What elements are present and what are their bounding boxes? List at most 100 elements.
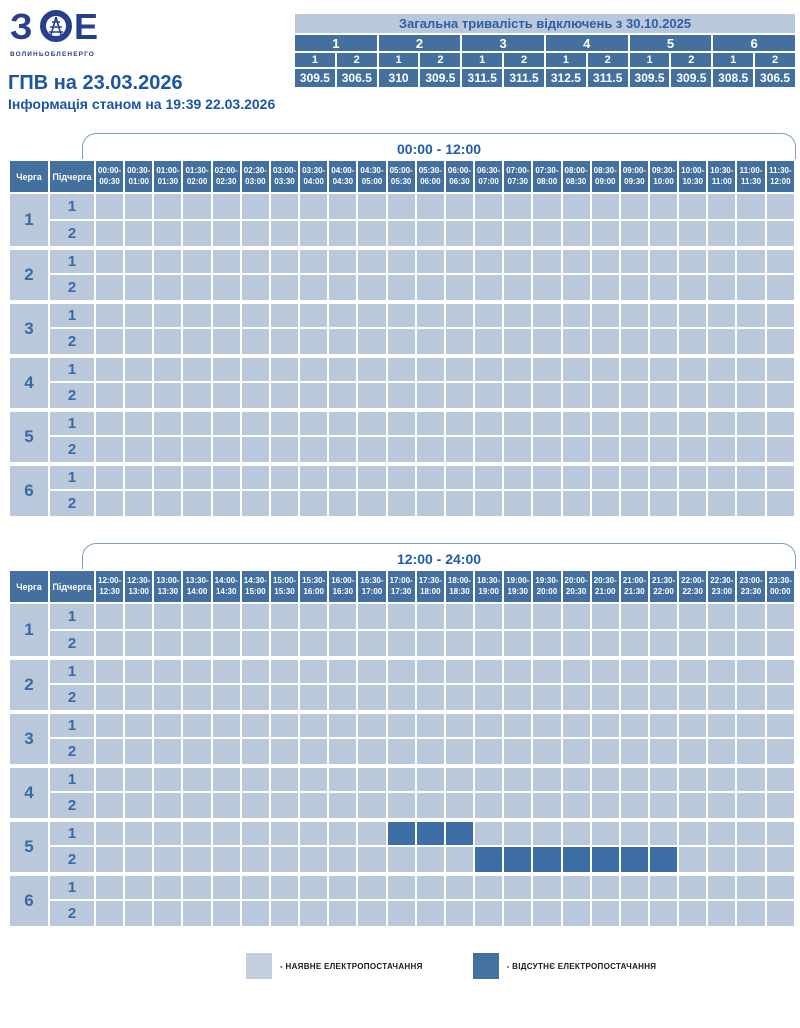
cell-queue2-sub1-11:30-12:00 bbox=[766, 248, 794, 273]
slot-header-16:00-16:30: 16:00- 16:30 bbox=[329, 571, 357, 602]
cell-queue3-sub2-02:00-02:30 bbox=[212, 329, 240, 354]
cell-queue1-sub1-01:30-02:00 bbox=[183, 194, 211, 219]
cell-queue1-sub1-21:00-21:30 bbox=[620, 604, 648, 629]
cell-queue2-sub2-23:30-00:00 bbox=[766, 685, 794, 710]
summary-queue-3: 3 bbox=[462, 35, 544, 51]
cell-queue1-sub1-02:30-03:00 bbox=[241, 194, 269, 219]
summary-queue-1: 1 bbox=[295, 35, 377, 51]
cell-queue2-sub2-14:00-14:30 bbox=[212, 685, 240, 710]
cell-queue6-sub2-16:00-16:30 bbox=[329, 901, 357, 926]
cell-queue5-sub2-15:30-16:00 bbox=[300, 847, 328, 872]
cell-queue6-sub1-01:00-01:30 bbox=[154, 464, 182, 489]
cell-queue5-sub1-08:30-09:00 bbox=[591, 410, 619, 435]
cell-queue5-sub2-04:00-04:30 bbox=[329, 437, 357, 462]
cell-queue4-sub1-20:30-21:00 bbox=[591, 766, 619, 791]
cell-queue5-sub1-20:00-20:30 bbox=[562, 820, 590, 845]
cell-queue4-sub2-09:30-10:00 bbox=[649, 383, 678, 408]
slot-header-02:00-02:30: 02:00- 02:30 bbox=[212, 161, 240, 192]
cell-queue6-sub2-09:30-10:00 bbox=[649, 491, 678, 516]
cell-queue4-sub2-11:00-11:30 bbox=[737, 383, 765, 408]
summary-value-1-2: 306.5 bbox=[336, 69, 377, 87]
cell-queue6-sub1-13:30-14:00 bbox=[183, 874, 211, 899]
cell-queue1-sub1-08:00-08:30 bbox=[562, 194, 590, 219]
summary-subqueue-2-2: 2 bbox=[420, 53, 461, 67]
company-name: ВОЛИНЬОБЛЕНЕРГО bbox=[10, 51, 95, 58]
cell-queue1-sub2-10:00-10:30 bbox=[679, 221, 707, 246]
cell-queue6-sub2-03:00-03:30 bbox=[270, 491, 299, 516]
slot-header-16:30-17:00: 16:30- 17:00 bbox=[358, 571, 386, 602]
cell-queue6-sub2-23:30-00:00 bbox=[766, 901, 794, 926]
cell-queue6-sub1-18:30-19:00 bbox=[475, 874, 503, 899]
cell-queue6-sub1-07:30-08:00 bbox=[533, 464, 561, 489]
cell-queue5-sub1-17:30-18:00 bbox=[416, 820, 444, 845]
cell-queue1-sub2-12:30-13:00 bbox=[125, 631, 153, 656]
cell-queue3-sub1-12:00-12:30 bbox=[96, 712, 124, 737]
cell-queue2-sub1-13:00-13:30 bbox=[154, 658, 182, 683]
cell-queue4-sub2-05:30-06:00 bbox=[416, 383, 444, 408]
cell-queue3-sub2-17:00-17:30 bbox=[387, 739, 415, 764]
cell-queue6-sub2-21:00-21:30 bbox=[620, 901, 648, 926]
slot-header-03:30-04:00: 03:30- 04:00 bbox=[300, 161, 328, 192]
cell-queue4-sub1-03:00-03:30 bbox=[270, 356, 299, 381]
cell-queue5-sub1-09:00-09:30 bbox=[620, 410, 648, 435]
cell-queue2-sub1-06:00-06:30 bbox=[445, 248, 474, 273]
cell-queue4-sub2-09:00-09:30 bbox=[620, 383, 648, 408]
cell-queue2-sub1-03:00-03:30 bbox=[270, 248, 299, 273]
summary-subqueue-2-1: 1 bbox=[378, 53, 419, 67]
cell-queue6-sub2-00:00-00:30 bbox=[96, 491, 124, 516]
cell-queue5-sub1-08:00-08:30 bbox=[562, 410, 590, 435]
cell-queue5-sub2-19:00-19:30 bbox=[504, 847, 532, 872]
period-bracket-pm: 12:00 - 24:00 bbox=[82, 543, 796, 569]
cell-queue5-sub2-01:30-02:00 bbox=[183, 437, 211, 462]
cell-queue2-sub1-12:00-12:30 bbox=[96, 658, 124, 683]
schedule-row-queue1-sub2: 2 bbox=[10, 631, 794, 656]
cell-queue6-sub1-15:00-15:30 bbox=[270, 874, 299, 899]
cell-queue5-sub1-22:30-23:00 bbox=[708, 820, 736, 845]
cell-queue6-sub1-16:00-16:30 bbox=[329, 874, 357, 899]
cell-queue3-sub2-13:30-14:00 bbox=[183, 739, 211, 764]
cell-queue2-sub1-08:00-08:30 bbox=[562, 248, 590, 273]
cell-queue6-sub1-21:30-22:00 bbox=[649, 874, 678, 899]
cell-queue5-sub1-03:00-03:30 bbox=[270, 410, 299, 435]
slot-header-01:00-01:30: 01:00- 01:30 bbox=[154, 161, 182, 192]
cell-queue2-sub2-09:30-10:00 bbox=[649, 275, 678, 300]
slot-header-22:30-23:00: 22:30- 23:00 bbox=[708, 571, 736, 602]
cell-queue6-sub1-18:00-18:30 bbox=[445, 874, 474, 899]
cell-queue2-sub2-16:30-17:00 bbox=[358, 685, 386, 710]
cell-queue6-sub2-08:30-09:00 bbox=[591, 491, 619, 516]
cell-queue1-sub2-09:00-09:30 bbox=[620, 221, 648, 246]
cell-queue5-sub1-09:30-10:00 bbox=[649, 410, 678, 435]
cell-queue3-sub1-05:00-05:30 bbox=[387, 302, 415, 327]
cell-queue3-sub2-22:30-23:00 bbox=[708, 739, 736, 764]
cell-queue5-sub1-21:00-21:30 bbox=[620, 820, 648, 845]
cell-queue4-sub2-10:30-11:00 bbox=[708, 383, 736, 408]
cell-queue3-sub2-08:30-09:00 bbox=[591, 329, 619, 354]
cell-queue5-sub2-22:30-23:00 bbox=[708, 847, 736, 872]
cell-queue6-sub2-18:00-18:30 bbox=[445, 901, 474, 926]
cell-queue5-sub2-00:00-00:30 bbox=[96, 437, 124, 462]
cell-queue3-sub1-16:30-17:00 bbox=[358, 712, 386, 737]
cell-queue5-sub1-10:00-10:30 bbox=[679, 410, 707, 435]
cell-queue4-sub2-10:00-10:30 bbox=[679, 383, 707, 408]
summary-subqueue-1-1: 1 bbox=[295, 53, 335, 67]
slot-header-21:30-22:00: 21:30- 22:00 bbox=[649, 571, 678, 602]
cell-queue2-sub1-15:00-15:30 bbox=[270, 658, 299, 683]
cell-queue3-sub1-22:30-23:00 bbox=[708, 712, 736, 737]
cell-queue1-sub1-23:00-23:30 bbox=[737, 604, 765, 629]
cell-queue6-sub2-09:00-09:30 bbox=[620, 491, 648, 516]
slot-header-05:30-06:00: 05:30- 06:00 bbox=[416, 161, 444, 192]
cell-queue5-sub2-08:00-08:30 bbox=[562, 437, 590, 462]
cell-queue1-sub2-16:00-16:30 bbox=[329, 631, 357, 656]
queue-label-2: 2 bbox=[10, 248, 48, 300]
cell-queue4-sub2-17:00-17:30 bbox=[387, 793, 415, 818]
cell-queue3-sub2-06:30-07:00 bbox=[475, 329, 503, 354]
cell-queue3-sub2-09:30-10:00 bbox=[649, 329, 678, 354]
cell-queue4-sub2-11:30-12:00 bbox=[766, 383, 794, 408]
cell-queue3-sub1-20:00-20:30 bbox=[562, 712, 590, 737]
cell-queue2-sub2-22:00-22:30 bbox=[679, 685, 707, 710]
cell-queue6-sub1-05:30-06:00 bbox=[416, 464, 444, 489]
cell-queue5-sub2-11:00-11:30 bbox=[737, 437, 765, 462]
schedule-section-am: 00:00 - 12:00 Черга Підчерга 00:00- 00:30… bbox=[8, 133, 796, 518]
cell-queue5-sub2-11:30-12:00 bbox=[766, 437, 794, 462]
